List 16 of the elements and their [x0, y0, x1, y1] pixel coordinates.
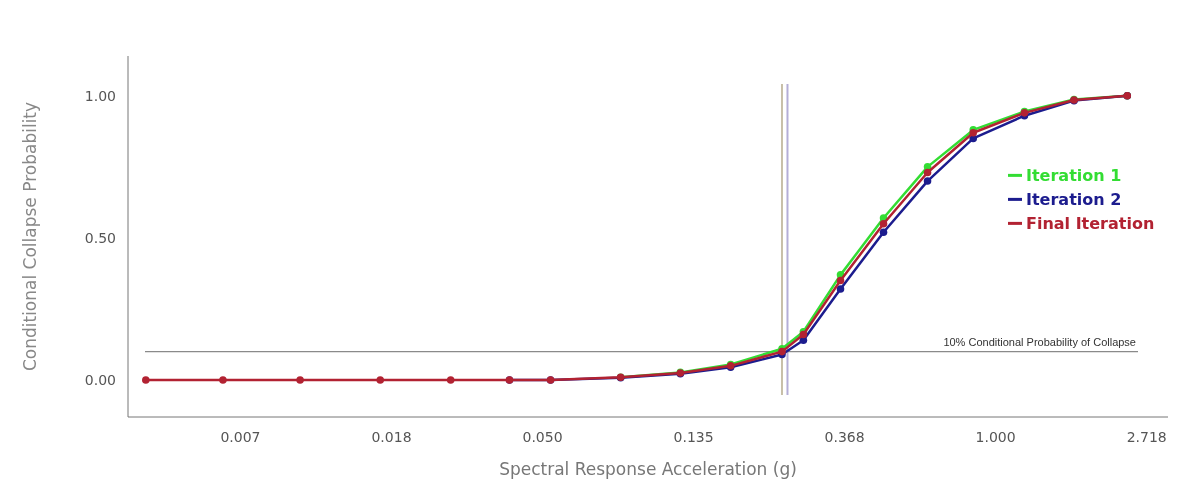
x-tick-label: 2.718 [1126, 429, 1167, 445]
x-tick-label: 0.007 [220, 429, 261, 445]
x-axis-title: Spectral Response Acceleration (g) [499, 459, 797, 479]
y-tick-label: 1.00 [84, 87, 116, 104]
legend-label: Iteration 1 [1026, 165, 1122, 185]
legend-label: Iteration 2 [1026, 189, 1122, 209]
y-tick-label: 0.00 [84, 371, 116, 388]
x-tick-label: 1.000 [975, 429, 1016, 445]
y-tick-label: 0.50 [84, 229, 116, 246]
x-tick-label: 0.018 [371, 429, 412, 445]
x-tick-label: 0.368 [824, 429, 865, 445]
legend-label: Final Iteration [1026, 213, 1155, 233]
y-axis-title: Conditional Collapse Probability [20, 101, 40, 372]
x-tick-label: 0.135 [673, 429, 714, 445]
x-tick-label: 0.050 [522, 429, 563, 445]
ref-line-label: 10% Conditional Probability of Collapse [943, 335, 1136, 348]
